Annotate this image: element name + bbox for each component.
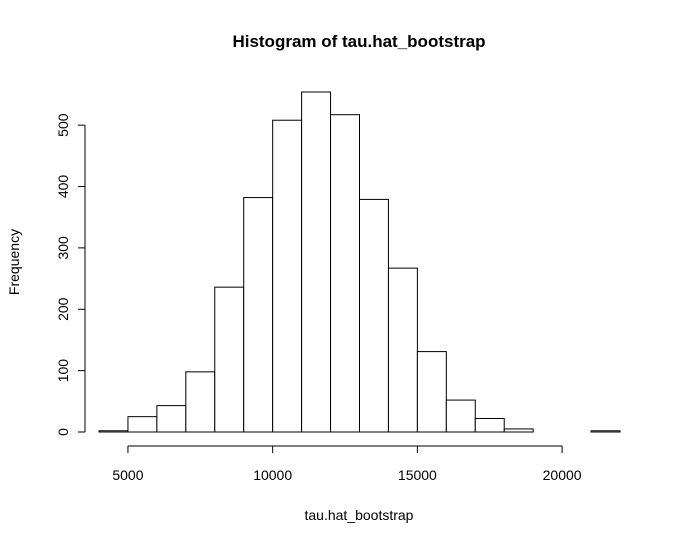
histogram-bar [590,430,621,433]
histogram-bar [98,430,129,433]
y-tick-label: 0 [55,428,71,436]
x-axis: 5000 10000 15000 20000 [112,445,582,483]
x-tick-label: 5000 [112,467,143,483]
y-axis-label: Frequency [6,229,22,295]
histogram-bar [416,351,447,433]
histogram-bar [301,91,332,433]
histogram-bar [272,119,303,433]
histogram-bar [214,286,245,433]
histogram-bar [387,267,418,433]
chart-title: Histogram of tau.hat_bootstrap [232,32,485,51]
histogram-bars [98,91,621,433]
histogram-bar [156,405,187,433]
histogram-bar [359,198,389,433]
histogram-bar [330,114,360,433]
y-axis: 0 100 200 300 400 500 [55,113,86,436]
x-tick-label: 15000 [398,467,437,483]
histogram-bar [243,197,274,433]
y-tick-label: 200 [55,297,71,321]
x-tick-label: 20000 [543,467,582,483]
histogram-bar [503,428,534,433]
x-tick-label: 10000 [253,467,292,483]
y-tick-label: 500 [55,113,71,137]
y-tick-label: 400 [55,175,71,199]
histogram-bar [127,416,158,433]
histogram-bar [445,399,476,433]
x-axis-label: tau.hat_bootstrap [305,507,414,523]
y-tick-label: 100 [55,359,71,383]
histogram-bar [185,371,216,433]
y-tick-label: 300 [55,236,71,260]
histogram-bar [474,417,505,433]
